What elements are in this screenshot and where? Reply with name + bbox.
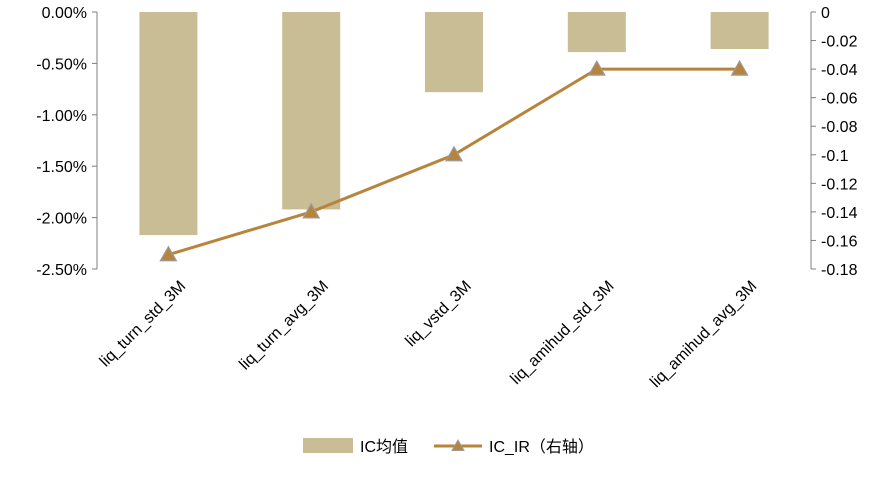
x-category-label: liq_turn_avg_3M xyxy=(236,278,332,374)
y-right-tick-label: -0.1 xyxy=(821,148,849,165)
x-category-label: liq_turn_std_3M xyxy=(97,278,190,371)
y-left-tick-label: -1.50% xyxy=(36,159,87,176)
y-right-tick-label: -0.18 xyxy=(821,262,858,279)
y-right-tick-label: -0.06 xyxy=(821,91,858,108)
x-category-label: liq_amihud_std_3M xyxy=(507,278,617,388)
y-right-tick-label: -0.08 xyxy=(821,119,858,136)
y-right-tick-label: -0.12 xyxy=(821,176,858,193)
y-left-tick-label: -1.00% xyxy=(36,108,87,125)
bar-liq_turn_avg_3M xyxy=(282,12,341,210)
ic-ir-line xyxy=(167,67,740,257)
legend-line-marker xyxy=(451,438,465,451)
ic-ir-marker-liq_amihud_avg_3M xyxy=(730,59,749,76)
ic-ir-marker-liq_turn_avg_3M xyxy=(302,202,321,219)
y-right-tick-label: -0.04 xyxy=(821,62,858,79)
y-left-tick-label: -2.00% xyxy=(36,211,87,228)
x-category-label: liq_amihud_avg_3M xyxy=(647,278,760,391)
y-left-tick-label: -2.50% xyxy=(36,262,87,279)
y-right-tick-label: 0 xyxy=(821,5,830,22)
y-left-tick-label: 0.00% xyxy=(42,5,87,22)
bar-series xyxy=(139,12,769,236)
legend-bar-swatch xyxy=(303,438,353,453)
y-left-tick-label: -0.50% xyxy=(36,56,87,73)
legend-bar-label: IC均值 xyxy=(360,438,408,456)
y-right-tick-label: -0.16 xyxy=(821,233,858,250)
ic-ir-marker-liq_turn_std_3M xyxy=(159,245,178,262)
ic-ir-marker-liq_vstd_3M xyxy=(444,145,464,162)
ic-ir-marker-liq_amihud_std_3M xyxy=(587,59,606,76)
bar-liq_vstd_3M xyxy=(425,12,483,93)
legend-line-label: IC_IR（右轴） xyxy=(489,438,594,456)
bar-liq_amihud_std_3M xyxy=(567,12,626,53)
x-category-label: liq_vstd_3M xyxy=(402,278,474,350)
y-right-tick-label: -0.02 xyxy=(821,34,858,51)
y-right-tick-label: -0.14 xyxy=(821,205,858,222)
bar-liq_turn_std_3M xyxy=(139,12,198,236)
line-series xyxy=(159,59,749,262)
bar-liq_amihud_avg_3M xyxy=(710,12,769,49)
legend: IC均值 IC_IR（右轴） xyxy=(303,438,594,456)
